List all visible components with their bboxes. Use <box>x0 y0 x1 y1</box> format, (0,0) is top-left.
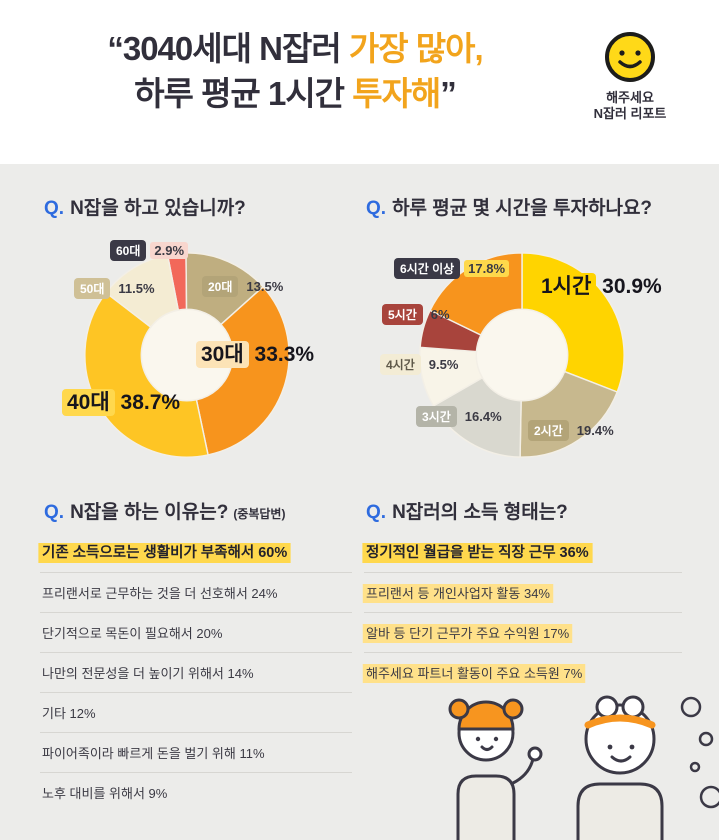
list-item: 나만의 전문성을 더 높이기 위해서 14% <box>40 653 352 693</box>
brand-logo: 해주세요 N잡러 리포트 <box>576 30 684 122</box>
title-line-1: “3040세대 N잡러 가장 많아, <box>107 30 483 67</box>
question-reasons-heading: Q. N잡을 하는 이유는? (중복답변) <box>44 502 286 523</box>
age-donut-svg <box>84 252 290 458</box>
list-item: 프리랜서 등 개인사업자 활동 34% <box>364 573 682 613</box>
donut-label-4h: 4시간 9.5% <box>380 354 462 375</box>
income-list: 정기적인 월급을 받는 직장 근무 36% 프리랜서 등 개인사업자 활동 34%… <box>364 531 682 692</box>
list-item: 파이어족이라 빠르게 돈을 벌기 위해 11% <box>40 733 352 773</box>
donut-label-40s: 40대 38.7% <box>62 386 180 416</box>
page-title: “3040세대 N잡러 가장 많아, 하루 평균 1시간 투자해” <box>0 26 590 116</box>
q-mark: Q. <box>366 502 387 523</box>
smiley-icon <box>605 32 655 82</box>
donut-label-60s: 60대 2.9% <box>110 240 189 261</box>
list-item: 기타 12% <box>40 693 352 733</box>
donut-label-2h: 2시간 19.4% <box>528 420 618 441</box>
donut-label-50s: 50대 11.5% <box>74 278 159 299</box>
header: “3040세대 N잡러 가장 많아, 하루 평균 1시간 투자해” 해주세요 N… <box>0 0 719 164</box>
list-item: 알바 등 단기 근무가 주요 수익원 17% <box>364 613 682 653</box>
multi-answer-note: (중복답변) <box>233 507 286 521</box>
people-illustration <box>448 695 719 840</box>
q-mark: Q. <box>44 198 65 219</box>
donut-label-3h: 3시간 16.4% <box>416 406 506 427</box>
reasons-list: 기존 소득으로는 생활비가 부족해서 60% 프리랜서로 근무하는 것을 더 선호… <box>40 531 352 812</box>
list-item: 해주세요 파트너 활동이 주요 소득원 7% <box>366 664 583 683</box>
list-item: 단기적으로 목돈이 필요해서 20% <box>40 613 352 653</box>
donut-hole <box>140 308 234 402</box>
question-age-heading: Q. N잡을 하고 있습니까? <box>44 198 246 219</box>
question-income-heading: Q. N잡러의 소득 형태는? <box>366 502 568 523</box>
question-hours-heading: Q. 하루 평균 몇 시간을 투자하나요? <box>366 198 653 219</box>
donut-label-30s: 30대 33.3% <box>196 338 314 368</box>
donut-hole <box>475 308 569 402</box>
donut-label-6h: 6시간 이상 17.8% <box>394 258 510 279</box>
donut-slice <box>84 291 209 458</box>
logo-brand-text: 해주세요 <box>606 90 654 105</box>
age-donut-chart: 60대 2.9% 20대 13.5% 50대 11.5% 30대 33.3% 4… <box>36 226 358 488</box>
list-item: 프리랜서로 근무하는 것을 더 선호해서 24% <box>40 573 352 613</box>
q-mark: Q. <box>366 198 387 219</box>
list-item: 정기적인 월급을 받는 직장 근무 36% <box>364 531 682 573</box>
donut-label-20s: 20대 13.5% <box>202 276 287 297</box>
donut-label-5h: 5시간 6% <box>382 304 454 325</box>
list-item: 기존 소득으로는 생활비가 부족해서 60% <box>40 531 352 573</box>
title-line-2: 하루 평균 1시간 투자해” <box>134 75 457 112</box>
q-mark: Q. <box>44 502 65 523</box>
donut-label-1h: 1시간 30.9% <box>536 270 662 300</box>
logo-subtitle-text: N잡러 리포트 <box>593 106 667 121</box>
hours-donut-chart: 6시간 이상 17.8% 1시간 30.9% 5시간 6% 4시간 9.5% 3… <box>358 226 692 488</box>
list-item: 노후 대비를 위해서 9% <box>42 786 168 801</box>
